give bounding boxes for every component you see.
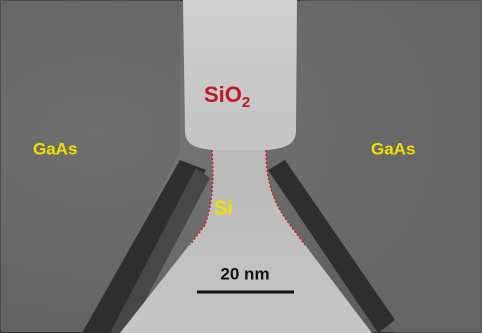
- gaas-label: GaAs: [33, 139, 77, 158]
- gaas-label: GaAs: [371, 139, 415, 158]
- si-label: Si: [214, 197, 233, 219]
- micrograph: SiO2 GaAs GaAs Si 20 nm: [0, 0, 482, 333]
- scale-bar-label: 20 nm: [220, 264, 269, 283]
- sio2-base: SiO: [204, 82, 242, 107]
- sio2-subscript: 2: [242, 94, 250, 111]
- sio2-pillar: [183, 0, 297, 150]
